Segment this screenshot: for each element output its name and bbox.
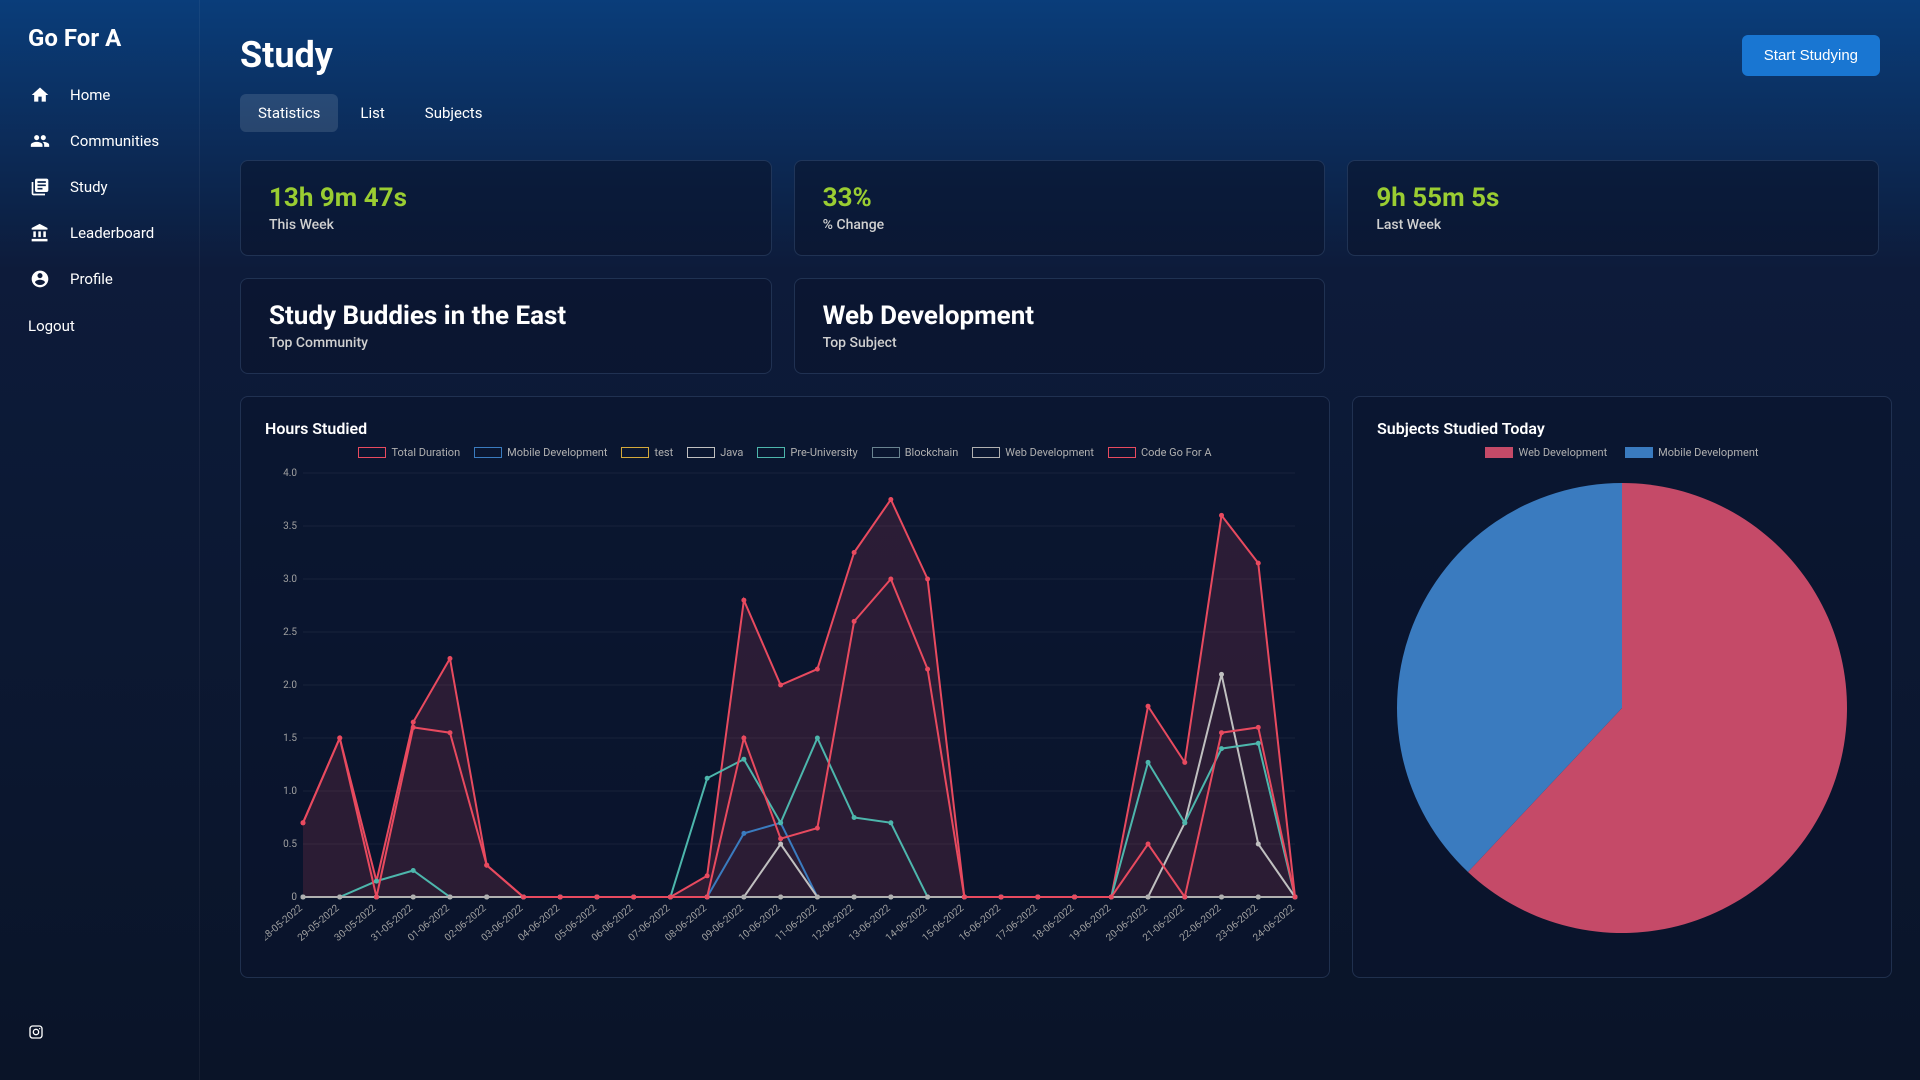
legend-item[interactable]: Java: [687, 446, 743, 459]
svg-text:1.5: 1.5: [283, 733, 297, 744]
tabs: Statistics List Subjects: [240, 94, 1880, 132]
stat-card-top-subject: Web Development Top Subject: [794, 278, 1326, 374]
legend-item[interactable]: Pre-University: [757, 446, 857, 459]
sidebar-item-label: Communities: [70, 132, 159, 150]
svg-text:2.0: 2.0: [283, 680, 297, 691]
sidebar-footer: [0, 1024, 199, 1056]
sidebar-item-label: Leaderboard: [70, 224, 154, 242]
svg-text:4.0: 4.0: [283, 468, 297, 479]
sidebar-item-profile[interactable]: Profile: [0, 256, 199, 302]
svg-text:3.0: 3.0: [283, 574, 297, 585]
account-icon: [28, 267, 52, 291]
line-chart: 00.51.01.52.02.53.03.54.028-05-202229-05…: [265, 465, 1305, 955]
stat-label: Top Subject: [823, 335, 1297, 351]
stat-card-last-week: 9h 55m 5s Last Week: [1347, 160, 1879, 256]
sidebar-item-label: Profile: [70, 270, 113, 288]
legend-item[interactable]: Web Development: [972, 446, 1094, 459]
sidebar-item-communities[interactable]: Communities: [0, 118, 199, 164]
svg-text:2.5: 2.5: [283, 627, 297, 638]
stat-label: This Week: [269, 217, 743, 233]
stats-row-2: Study Buddies in the East Top Community …: [240, 278, 1880, 374]
sidebar-item-leaderboard[interactable]: Leaderboard: [0, 210, 199, 256]
legend-item[interactable]: test: [621, 446, 673, 459]
stat-value: 13h 9m 47s: [269, 183, 743, 213]
legend-item[interactable]: Code Go For A: [1108, 446, 1212, 459]
stat-value: Web Development: [823, 301, 1297, 331]
stat-card-change: 33% % Change: [794, 160, 1326, 256]
pie-chart: [1377, 473, 1867, 943]
stat-label: % Change: [823, 217, 1297, 233]
tab-statistics[interactable]: Statistics: [240, 94, 338, 132]
stat-label: Last Week: [1376, 217, 1850, 233]
stat-value: 33%: [823, 183, 1297, 213]
sidebar-item-label: Home: [70, 86, 110, 104]
stat-card-top-community: Study Buddies in the East Top Community: [240, 278, 772, 374]
sidebar-item-study[interactable]: Study: [0, 164, 199, 210]
tab-subjects[interactable]: Subjects: [407, 94, 501, 132]
sidebar-item-home[interactable]: Home: [0, 72, 199, 118]
pie-chart-card: Subjects Studied Today Web Development Mo…: [1352, 396, 1892, 978]
tab-list[interactable]: List: [342, 94, 402, 132]
stats-row-1: 13h 9m 47s This Week 33% % Change 9h 55m…: [240, 160, 1880, 256]
sidebar-item-label: Study: [70, 178, 108, 196]
line-chart-card: Hours Studied Total Duration Mobile Devel…: [240, 396, 1330, 978]
stat-label: Top Community: [269, 335, 743, 351]
stat-card-this-week: 13h 9m 47s This Week: [240, 160, 772, 256]
line-chart-legend: Total Duration Mobile Development test Java…: [265, 446, 1305, 459]
stat-value: Study Buddies in the East: [269, 301, 743, 331]
legend-item[interactable]: Mobile Development: [1625, 446, 1758, 459]
logout-link[interactable]: Logout: [0, 306, 199, 346]
svg-text:0.5: 0.5: [283, 839, 297, 850]
legend-item[interactable]: Blockchain: [872, 446, 959, 459]
home-icon: [28, 83, 52, 107]
chart-title: Subjects Studied Today: [1377, 419, 1867, 438]
main-content: Study Start Studying Statistics List Sub…: [200, 0, 1920, 1080]
sidebar: Go For A Home Communities Study Leaderbo…: [0, 0, 200, 1080]
instagram-icon[interactable]: [28, 1024, 171, 1040]
legend-item[interactable]: Total Duration: [358, 446, 460, 459]
chart-title: Hours Studied: [265, 419, 1305, 438]
legend-item[interactable]: Web Development: [1485, 446, 1607, 459]
pie-chart-legend: Web Development Mobile Development: [1377, 446, 1867, 459]
group-icon: [28, 129, 52, 153]
svg-text:0: 0: [291, 892, 297, 903]
start-studying-button[interactable]: Start Studying: [1742, 35, 1880, 76]
bank-icon: [28, 221, 52, 245]
book-icon: [28, 175, 52, 199]
app-logo: Go For A: [0, 24, 199, 72]
stat-value: 9h 55m 5s: [1376, 183, 1850, 213]
svg-text:1.0: 1.0: [283, 786, 297, 797]
legend-item[interactable]: Mobile Development: [474, 446, 607, 459]
charts-row: Hours Studied Total Duration Mobile Devel…: [240, 396, 1880, 978]
page-header: Study Start Studying: [240, 34, 1880, 76]
svg-text:3.5: 3.5: [283, 521, 297, 532]
page-title: Study: [240, 34, 333, 76]
